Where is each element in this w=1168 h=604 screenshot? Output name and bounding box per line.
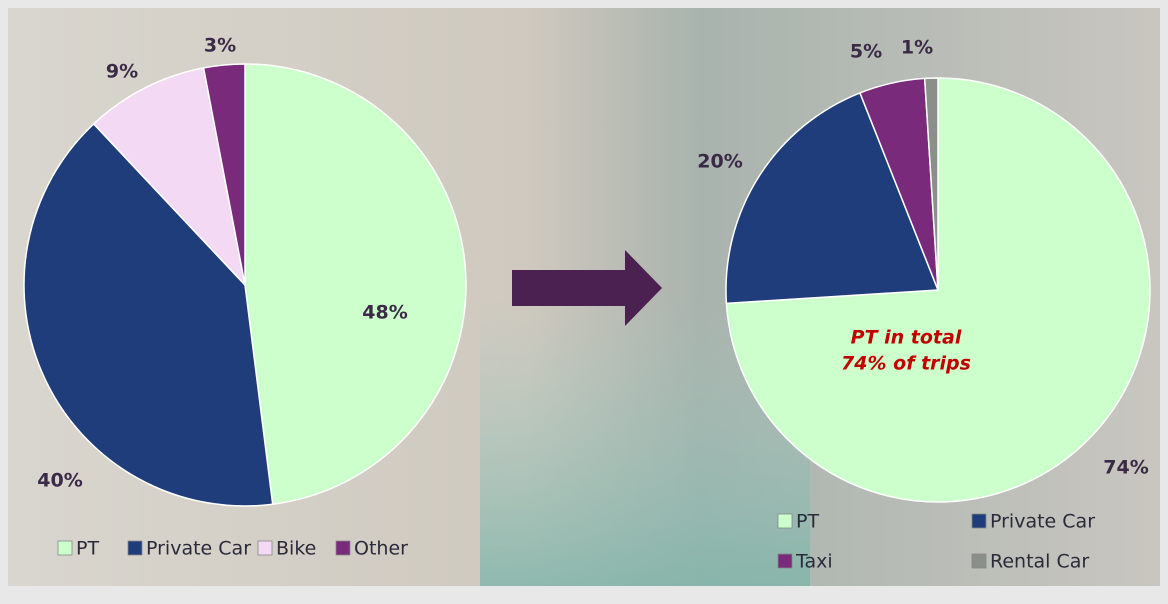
data-label: 3% — [204, 35, 236, 57]
annotation: PT in total — [851, 327, 962, 349]
legend-swatch — [778, 554, 792, 568]
legend-swatch — [258, 541, 272, 555]
data-label: 9% — [106, 61, 138, 83]
legend-label: Bike — [276, 538, 316, 560]
legend-swatch — [128, 541, 142, 555]
legend-swatch — [778, 514, 792, 528]
legend-swatch — [58, 541, 72, 555]
data-label: 74% — [1103, 457, 1148, 479]
data-label: 5% — [850, 41, 882, 63]
legend-label: PT — [76, 538, 99, 560]
legend-swatch — [972, 514, 986, 528]
legend-label: Other — [354, 538, 408, 560]
data-label: 1% — [901, 37, 933, 59]
legend-swatch — [336, 541, 350, 555]
data-label: 48% — [362, 302, 407, 324]
annotation: 74% of trips — [841, 353, 971, 375]
legend-label: Private Car — [146, 538, 251, 560]
legend-label: Taxi — [795, 551, 833, 573]
legend-label: Private Car — [990, 511, 1095, 533]
legend-label: PT — [796, 511, 819, 533]
data-label: 40% — [37, 470, 82, 492]
slide: 48% 40% 9% 3% PT Private Car Bike Other 74% 20% 5%… — [0, 0, 1168, 604]
legend-swatch — [972, 554, 986, 568]
legend-label: Rental Car — [990, 551, 1089, 573]
data-label: 20% — [697, 151, 742, 173]
